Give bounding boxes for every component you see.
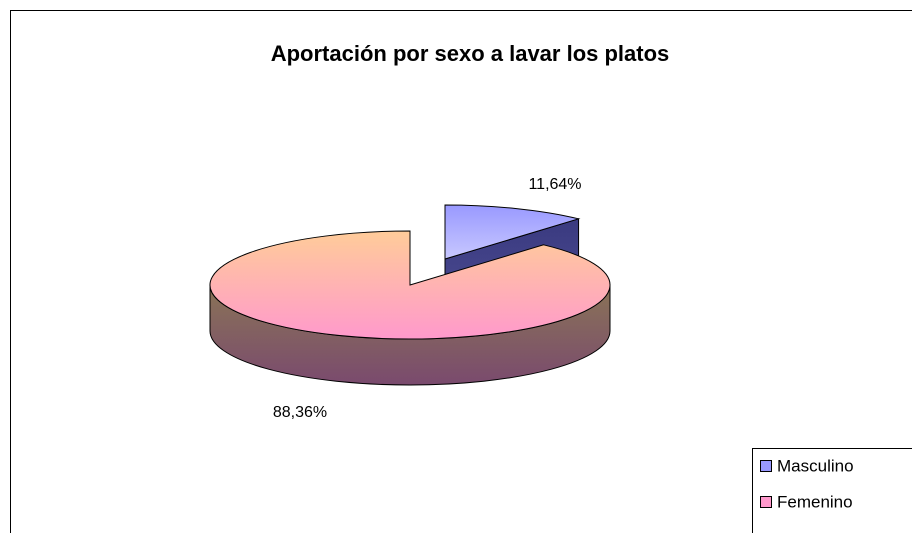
legend-box [752, 448, 912, 533]
legend-label: Femenino [777, 492, 853, 511]
data-label: 88,36% [273, 404, 327, 421]
legend-swatch [760, 460, 772, 472]
slice-top [444, 204, 581, 260]
slice-top [209, 230, 611, 340]
legend-swatch [760, 496, 772, 508]
legend-label: Masculino [777, 456, 854, 475]
pie: 11,64% 88,36% [209, 176, 611, 421]
legend: Masculino Femenino [760, 456, 854, 511]
data-label: 11,64% [528, 176, 581, 193]
chart-title: Aportación por sexo a lavar los platos [271, 41, 670, 66]
